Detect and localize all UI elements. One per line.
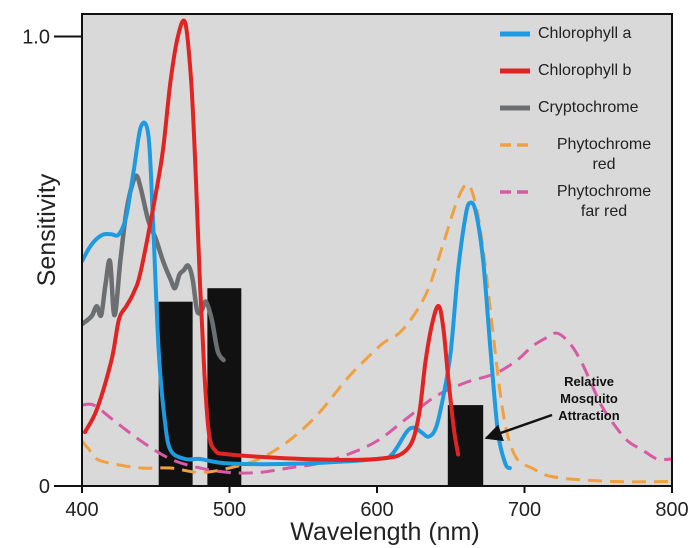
legend-item-phytochrome-far-red: Phytochrome far red xyxy=(500,183,651,220)
annotation: Relative Mosquito Attraction xyxy=(484,374,620,442)
annotation-arrow xyxy=(484,413,553,442)
legend-item-phytochrome-red: Phytochrome red xyxy=(500,136,651,173)
y-tick-label: 1.0 xyxy=(22,26,50,48)
y-axis-title: Sensitivity xyxy=(33,173,61,286)
x-tick-label: 800 xyxy=(655,499,688,521)
legend-label: red xyxy=(592,156,615,173)
legend-item-cryptochrome: Cryptochrome xyxy=(500,99,639,116)
series-line-phytochrome-far-red xyxy=(82,331,672,475)
series-lines xyxy=(82,18,672,484)
legend: Chlorophyll a Chlorophyll b Cryptochrome Ph… xyxy=(500,25,651,220)
legend-label: Chlorophyll b xyxy=(538,62,631,79)
axes: 400 500 600 700 800 0 1.0 xyxy=(22,26,689,521)
x-tick-label: 400 xyxy=(65,499,98,521)
annotation-label: Relative xyxy=(564,374,614,389)
series-line-chlorophyll-a xyxy=(82,120,512,470)
legend-label: Cryptochrome xyxy=(538,99,639,116)
legend-label: Phytochrome xyxy=(557,183,651,200)
x-axis-title: Wavelength (nm) xyxy=(290,518,479,546)
x-tick-label: 700 xyxy=(508,499,541,521)
series-line-chlorophyll-b xyxy=(83,18,461,462)
legend-item-chlorophyll-b: Chlorophyll b xyxy=(500,62,631,79)
x-tick-label: 500 xyxy=(213,499,246,521)
annotation-label: Attraction xyxy=(558,408,619,423)
legend-label: far red xyxy=(581,203,627,220)
x-tick-label: 600 xyxy=(360,499,393,521)
legend-item-chlorophyll-a: Chlorophyll a xyxy=(500,25,631,42)
legend-label: Phytochrome xyxy=(557,136,651,153)
y-tick-label: 0 xyxy=(39,476,50,498)
annotation-label: Mosquito xyxy=(560,391,618,406)
series-line-phytochrome-red xyxy=(82,182,672,484)
legend-label: Chlorophyll a xyxy=(538,25,631,42)
